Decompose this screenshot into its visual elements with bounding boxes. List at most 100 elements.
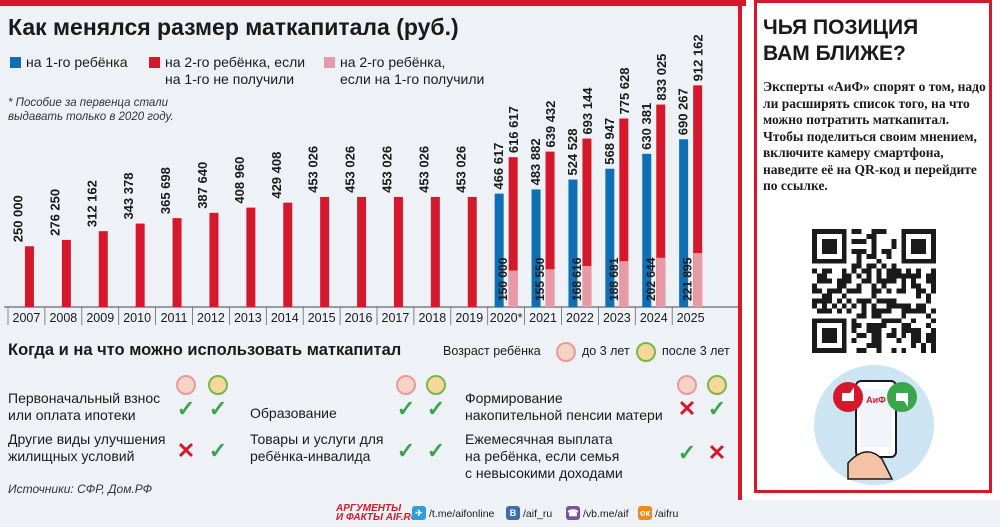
qr-module [911, 308, 917, 314]
qr-module [931, 233, 936, 239]
qr-module [891, 298, 897, 304]
qr-module [856, 288, 862, 294]
qr-module [831, 318, 837, 324]
viber-icon[interactable]: ☎ [566, 506, 580, 520]
qr-module [931, 318, 936, 324]
qr-module [836, 278, 842, 284]
qr-module [831, 258, 837, 264]
qr-module [916, 338, 922, 344]
qr-module [812, 303, 817, 309]
footer: АРГУМЕНТЫ И ФАКТЫ AIF.RU ✈ /t.me/aifonli… [0, 500, 1000, 527]
qr-module [821, 273, 827, 279]
qr-module [916, 288, 922, 294]
x-tick-label: 2021 [529, 311, 557, 325]
data-label-second: 276 250 [47, 189, 62, 236]
x-tick-label: 2010 [123, 311, 151, 325]
qr-module [876, 278, 882, 284]
qr-module [921, 303, 927, 309]
qr-module [911, 248, 917, 254]
data-label-second: 453 026 [343, 146, 358, 193]
bar-second-only [508, 270, 518, 307]
check-icon: ✓ [396, 438, 416, 463]
kid-face-icon [426, 375, 446, 395]
qr-module [891, 243, 897, 249]
x-tick-label: 2012 [197, 311, 225, 325]
qr-module [921, 288, 927, 294]
qr-module [901, 238, 907, 244]
qr-module [856, 333, 862, 339]
qr-module [931, 238, 936, 244]
qr-module [861, 268, 867, 274]
qr-module [931, 333, 936, 339]
qr-module [821, 229, 827, 234]
qr-module [896, 288, 902, 294]
vk-link[interactable]: /aif_ru [523, 508, 553, 520]
qr-module [812, 253, 817, 259]
qr-module [916, 268, 922, 274]
qr-module [881, 298, 887, 304]
qr-module [871, 308, 877, 314]
bar-second [467, 196, 477, 307]
qr-module [861, 313, 867, 319]
data-label-second: 343 378 [121, 173, 136, 220]
qr-module [812, 229, 817, 234]
data-label-second: 453 026 [379, 146, 394, 193]
kid-face-icon [707, 375, 727, 395]
qr-module [911, 229, 917, 234]
telegram-link[interactable]: /t.me/aifonline [429, 508, 495, 520]
qr-module [901, 308, 907, 314]
qr-module [831, 238, 837, 244]
x-tick-label: 2018 [418, 311, 446, 325]
data-label-second: 408 960 [232, 157, 247, 204]
bar-second [508, 157, 518, 307]
ok-link[interactable]: /aifru [655, 508, 679, 520]
qr-module [886, 278, 892, 284]
age-under3: до 3 лет [582, 344, 630, 358]
qr-module [876, 343, 882, 349]
viber-link[interactable]: /vb.me/aif [583, 508, 629, 520]
check-icon: ✓ [176, 396, 196, 421]
qr-module [826, 318, 832, 324]
qr-module [821, 333, 827, 339]
bar-first [568, 179, 578, 307]
bar-first [494, 193, 504, 307]
data-label-second: 312 162 [84, 180, 99, 227]
qr-module [851, 268, 857, 274]
vk-icon[interactable]: B [506, 506, 520, 520]
qr-module [851, 238, 857, 244]
qr-module [931, 328, 936, 334]
qr-module [876, 298, 882, 304]
data-label-first: 483 882 [528, 138, 543, 185]
baby-face-icon [556, 342, 576, 362]
qr-module [856, 323, 862, 329]
qr-module [851, 323, 857, 329]
uses-section: Когда и на что можно использовать маткап… [0, 335, 742, 500]
qr-module [812, 283, 817, 289]
qr-module [931, 253, 936, 259]
data-label-second: 365 698 [158, 167, 173, 214]
qr-module [931, 268, 936, 274]
qr-code[interactable] [812, 229, 936, 353]
qr-module [926, 229, 932, 234]
qr-module [826, 238, 832, 244]
qr-module [866, 323, 872, 329]
qr-module [891, 238, 897, 244]
bar-second [246, 207, 256, 307]
qr-module [906, 258, 912, 264]
data-label-first: 466 617 [491, 143, 506, 190]
qr-module [926, 293, 932, 299]
qr-module [911, 343, 917, 349]
ok-icon[interactable]: ок [638, 506, 652, 520]
qr-module [821, 258, 827, 264]
qr-module [901, 288, 907, 294]
qr-module [891, 268, 897, 274]
telegram-icon[interactable]: ✈ [412, 506, 426, 520]
age-over3: после 3 лет [662, 344, 730, 358]
kid-face-icon [636, 342, 656, 362]
x-tick-label: 2023 [603, 311, 631, 325]
qr-module [856, 313, 862, 319]
legend-swatch-second [149, 57, 160, 68]
bar-second-only [656, 257, 666, 307]
check-icon: ✓ [208, 438, 228, 463]
qr-module [821, 238, 827, 244]
